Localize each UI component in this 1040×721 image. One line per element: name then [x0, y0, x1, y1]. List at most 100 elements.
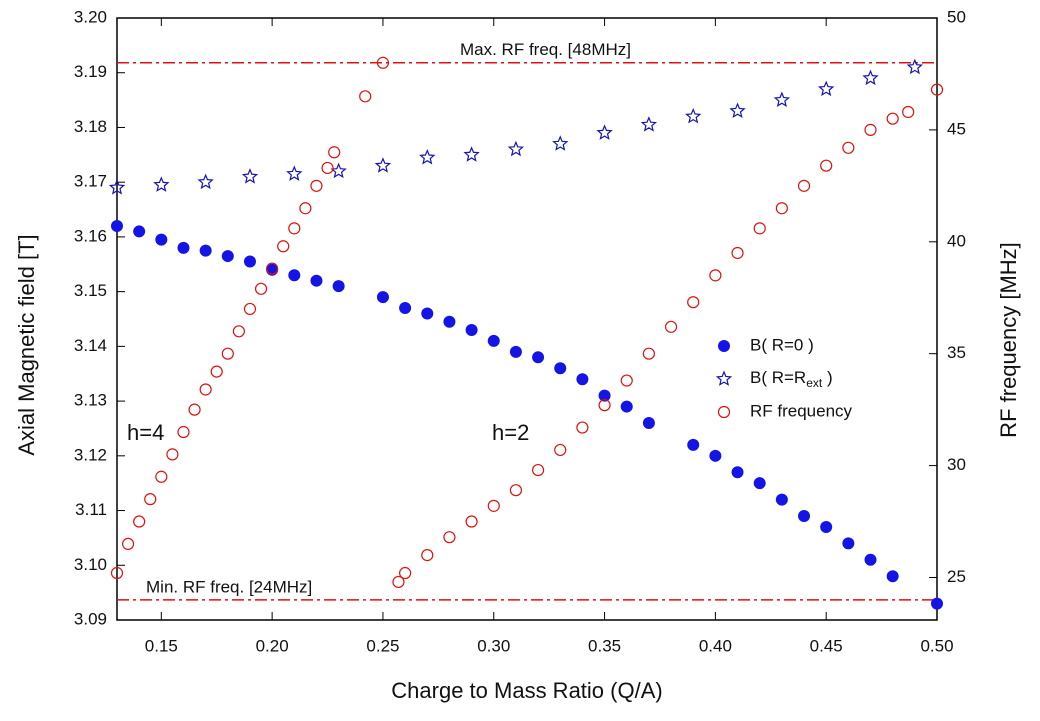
y2-tick-label: 35	[947, 343, 966, 362]
point	[288, 222, 301, 235]
point	[731, 246, 744, 260]
point	[596, 124, 613, 140]
point	[419, 148, 436, 165]
point	[554, 362, 567, 375]
point	[111, 219, 123, 232]
reference-label: Min. RF freq. [24MHz]	[146, 577, 312, 596]
y2-axis-title: RF frequency [MHz]	[996, 242, 1021, 438]
point	[886, 570, 899, 583]
point	[620, 400, 633, 413]
point	[820, 520, 833, 533]
x-tick-label: 0.20	[256, 636, 289, 655]
x-tick-label: 0.35	[588, 636, 621, 655]
point	[243, 255, 256, 268]
point	[197, 173, 214, 190]
y-tick-label: 3.11	[75, 500, 107, 519]
y-tick-label: 3.15	[74, 281, 107, 300]
point	[465, 515, 478, 528]
legend-marker	[715, 370, 733, 386]
point	[421, 307, 434, 320]
point	[299, 202, 312, 215]
point	[685, 107, 702, 124]
point	[731, 466, 744, 479]
point	[155, 233, 168, 246]
point	[842, 537, 855, 550]
point	[359, 90, 372, 103]
legend-label: B( R=Rext )	[750, 368, 833, 390]
point	[931, 597, 943, 610]
point	[310, 179, 323, 192]
point	[906, 58, 923, 75]
point	[642, 347, 655, 360]
y2-tick-label: 40	[947, 231, 966, 250]
y2-tick-label: 50	[947, 7, 966, 26]
y-tick-label: 3.17	[74, 172, 107, 191]
point	[487, 334, 500, 347]
x-axis-title: Charge to Mass Ratio (Q/A)	[391, 678, 662, 703]
point	[818, 80, 835, 97]
y-tick-label: 3.10	[74, 555, 107, 574]
point	[266, 262, 279, 275]
point	[330, 162, 347, 179]
point	[121, 537, 135, 551]
x-tick-label: 0.40	[699, 636, 732, 655]
point	[155, 470, 168, 483]
point	[133, 225, 146, 238]
point	[288, 269, 301, 282]
point	[310, 274, 323, 287]
point	[199, 244, 212, 257]
point	[687, 296, 700, 309]
y-axis-title: Axial Magnetic field [T]	[14, 234, 39, 455]
point	[598, 399, 611, 412]
annotation: h=2	[492, 420, 529, 445]
point	[463, 146, 480, 162]
legend-label: RF frequency	[750, 401, 853, 420]
point	[221, 250, 234, 263]
point	[862, 69, 879, 86]
point	[108, 179, 126, 195]
point	[507, 140, 525, 157]
y2-tick-label: 45	[947, 119, 966, 138]
point	[598, 389, 611, 402]
point	[620, 374, 633, 387]
point	[552, 135, 569, 151]
point	[199, 383, 212, 396]
point	[177, 425, 190, 439]
point	[902, 105, 915, 119]
point	[753, 477, 766, 490]
point	[399, 566, 412, 580]
point	[110, 566, 124, 580]
point	[864, 123, 877, 136]
point	[864, 553, 877, 566]
point	[798, 510, 811, 523]
reference-label: Max. RF freq. [48MHz]	[460, 40, 631, 59]
y2-tick-label: 30	[947, 455, 966, 474]
y-tick-label: 3.13	[74, 391, 107, 410]
point	[166, 448, 179, 461]
y-tick-label: 3.20	[74, 7, 107, 26]
point	[753, 222, 766, 235]
y-tick-label: 3.19	[74, 62, 107, 81]
legend-marker	[718, 340, 730, 352]
point	[775, 493, 788, 506]
point	[797, 179, 811, 192]
point	[709, 449, 722, 462]
point	[487, 499, 500, 512]
point	[443, 531, 456, 544]
annotation: h=4	[127, 420, 164, 445]
point	[773, 91, 791, 108]
point	[210, 365, 223, 378]
y-tick-label: 3.16	[74, 226, 107, 245]
point	[930, 83, 944, 96]
point	[421, 549, 434, 562]
point	[221, 347, 234, 360]
point	[465, 323, 478, 336]
point	[144, 493, 157, 506]
x-tick-label: 0.15	[145, 636, 178, 655]
point	[509, 345, 522, 358]
legend-marker	[717, 405, 731, 419]
legend-label: B( R=0 )	[750, 335, 814, 354]
point	[576, 373, 589, 386]
x-tick-label: 0.45	[810, 636, 843, 655]
